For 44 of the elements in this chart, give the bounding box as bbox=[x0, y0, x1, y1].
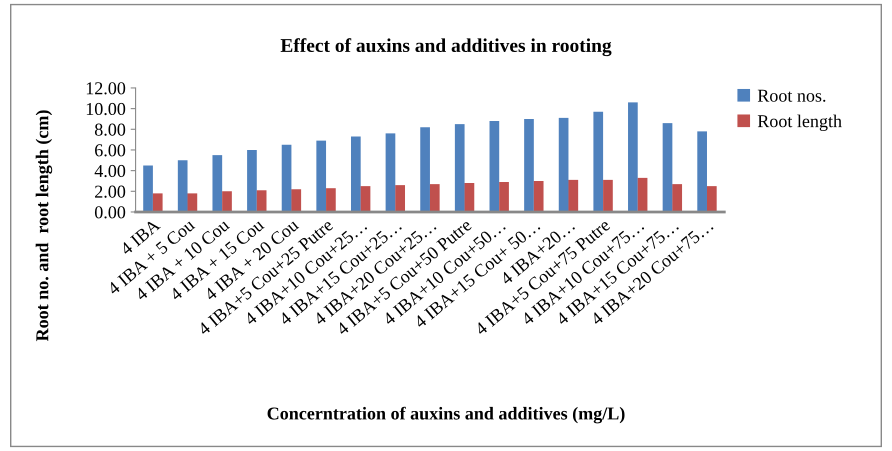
bar bbox=[454, 124, 465, 212]
bar bbox=[430, 184, 440, 212]
legend-label: Root length bbox=[758, 114, 842, 132]
bar bbox=[499, 182, 509, 212]
bar bbox=[568, 180, 578, 212]
y-axis-title: Root no. and root length (cm) bbox=[36, 110, 52, 342]
bar bbox=[256, 190, 266, 212]
bar bbox=[326, 188, 336, 212]
bar bbox=[178, 160, 188, 212]
bar bbox=[638, 178, 648, 212]
bar bbox=[628, 102, 638, 212]
bar bbox=[282, 144, 292, 212]
bar bbox=[662, 123, 672, 212]
bar bbox=[697, 131, 707, 212]
bar bbox=[558, 118, 568, 212]
y-tick-label: 2.00 bbox=[95, 186, 126, 198]
bar bbox=[360, 186, 370, 212]
bar bbox=[706, 186, 717, 212]
chart-title: Effect of auxins and additives in rooting bbox=[280, 38, 612, 56]
y-tick-label: 10.00 bbox=[86, 102, 126, 116]
y-tick-label: 0.00 bbox=[94, 206, 126, 218]
bar bbox=[490, 121, 500, 212]
bar bbox=[316, 140, 326, 212]
x-axis-title: Concerntration of auxins and additives (mg/L) bbox=[268, 406, 625, 424]
bar bbox=[350, 136, 361, 212]
bar bbox=[593, 112, 604, 212]
bar bbox=[524, 118, 534, 212]
y-tick-label: 4.00 bbox=[94, 164, 126, 178]
legend-label: Root nos. bbox=[758, 90, 826, 102]
bar bbox=[464, 183, 474, 212]
bar bbox=[603, 180, 613, 212]
bar bbox=[291, 189, 302, 212]
bar bbox=[143, 165, 153, 212]
y-tick-label: 12.00 bbox=[86, 82, 126, 94]
y-tick-label: 6.00 bbox=[95, 144, 126, 156]
bar bbox=[222, 191, 232, 212]
bar bbox=[420, 127, 430, 212]
bar bbox=[247, 150, 257, 212]
bar bbox=[534, 180, 544, 212]
bar bbox=[395, 185, 406, 212]
bar bbox=[672, 184, 682, 212]
y-tick-label: 8.00 bbox=[94, 124, 126, 136]
bar bbox=[212, 155, 222, 212]
bar bbox=[386, 133, 396, 212]
